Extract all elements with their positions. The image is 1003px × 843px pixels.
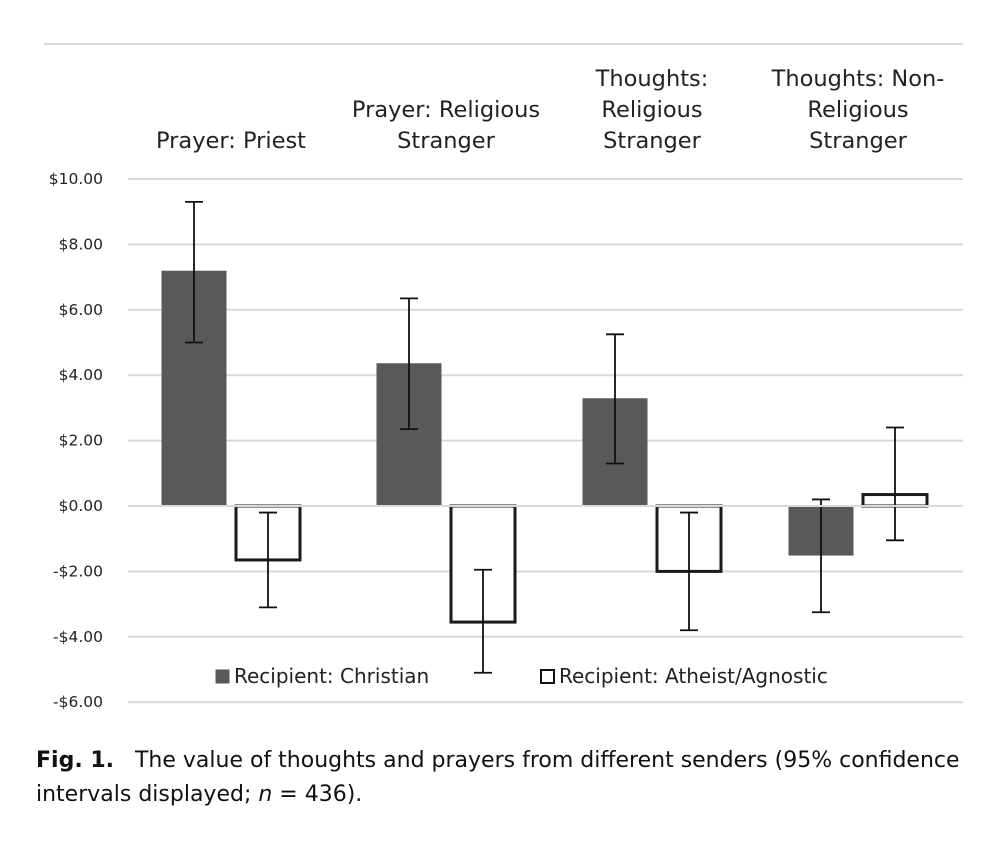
category-label: Stranger [603, 128, 702, 154]
category-labels: Prayer: Priest Prayer: Religious Stranger T… [156, 66, 944, 154]
caption-n-symbol: n [258, 782, 273, 807]
category-label: Stranger [809, 128, 908, 154]
error-bars [128, 200, 963, 674]
legend-swatch [540, 669, 555, 684]
y-tick-label: $6.00 [59, 301, 103, 319]
figure-caption: Fig. 1. The value of thoughts and prayer… [36, 744, 971, 812]
category-label: Religious [601, 97, 702, 123]
y-tick-label: $4.00 [59, 366, 103, 384]
chart: $10.00 $8.00 $6.00 $4.00 $2.00 $0.00 -$2.00 -$4… [44, 43, 963, 711]
y-tick-label: $10.00 [49, 170, 103, 188]
category-label: Thoughts: [595, 66, 709, 92]
legend-label: Recipient: Christian [234, 664, 429, 688]
caption-n-value: = 436). [272, 782, 363, 807]
legend-swatch [215, 669, 230, 684]
y-tick-label: $0.00 [59, 497, 103, 515]
y-axis-tick-labels: $10.00 $8.00 $6.00 $4.00 $2.00 $0.00 -$2.00 -$4… [49, 170, 103, 711]
y-tick-label: $2.00 [59, 432, 103, 450]
caption-text: The value of thoughts and prayers from d… [36, 748, 960, 807]
y-tick-label: $8.00 [59, 235, 103, 253]
category-label: Religious [807, 97, 908, 123]
category-label: Prayer: Religious [352, 97, 540, 123]
y-tick-label: -$4.00 [53, 628, 103, 646]
bars [161, 270, 929, 624]
category-label: Thoughts: Non- [771, 66, 945, 92]
legend: Recipient: Christian Recipient: Atheist/A… [215, 664, 828, 688]
category-label: Prayer: Priest [156, 128, 306, 154]
y-tick-label: -$6.00 [53, 693, 103, 711]
legend-label: Recipient: Atheist/Agnostic [559, 664, 828, 688]
y-tick-label: -$2.00 [53, 562, 103, 580]
category-label: Stranger [397, 128, 496, 154]
caption-label: Fig. 1. [36, 748, 114, 773]
